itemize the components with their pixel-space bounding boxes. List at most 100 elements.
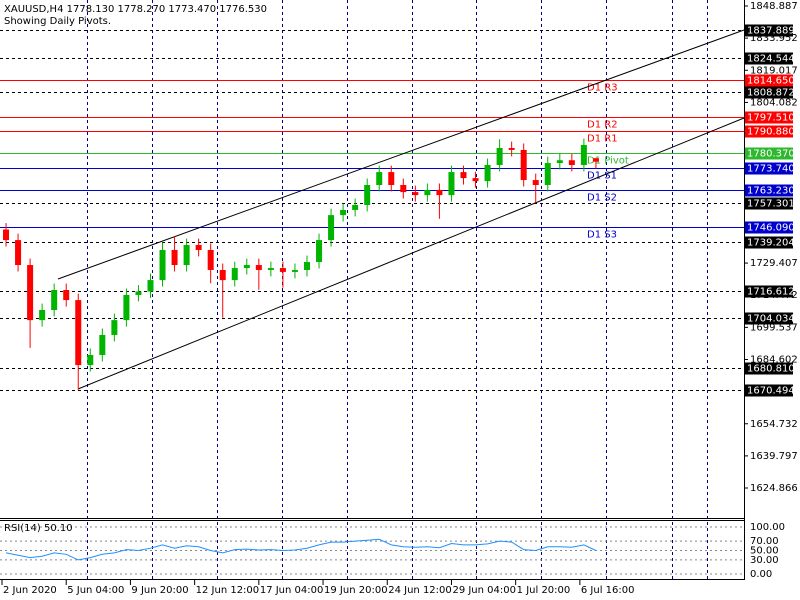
- level-label-box: [745, 86, 793, 99]
- candle-body: [448, 172, 455, 196]
- candle-body: [400, 184, 407, 193]
- candle-body: [592, 158, 599, 162]
- candle-body: [171, 249, 178, 266]
- y-tick-label: 1639.797: [750, 451, 798, 462]
- candle-body: [340, 209, 347, 216]
- pivot-name: D1 S2: [587, 193, 617, 204]
- pivot-label: 1797.510: [747, 113, 795, 124]
- candle-body: [51, 289, 58, 311]
- pivot-label-box: [745, 221, 793, 234]
- candle-body: [15, 240, 22, 266]
- candle-body: [508, 147, 515, 150]
- pivot-label-box: [745, 125, 793, 138]
- level-label: 1670.494: [747, 386, 795, 397]
- candle-body: [3, 229, 10, 241]
- pivot-name: D1 Pivot: [587, 156, 629, 167]
- level-label-box: [745, 236, 793, 249]
- rsi-tick-label: 50.00: [750, 546, 779, 557]
- y-tick-label: 1833.952: [750, 33, 798, 44]
- level-label: 1704.034: [747, 314, 795, 325]
- candle-body: [568, 160, 575, 165]
- level-label: 1739.204: [747, 238, 795, 249]
- level-label: 1680.810: [747, 364, 795, 375]
- candle-body: [412, 192, 419, 196]
- candle-body: [279, 268, 286, 272]
- pivot-label: 1790.880: [747, 127, 795, 138]
- x-tick-label: 9 Jun 20:00: [131, 585, 188, 596]
- candle-body: [388, 172, 395, 185]
- y-tick-label: 1804.082: [750, 97, 798, 108]
- pivot-name: D1 R1: [587, 134, 618, 145]
- rsi-tick-label: 0.00: [750, 569, 772, 580]
- candle-body: [207, 249, 214, 270]
- pivot-name: D1 S3: [587, 230, 617, 241]
- rsi-tick-label: 70.00: [750, 536, 779, 547]
- y-tick-label: 1699.537: [750, 322, 798, 333]
- y-tick-label: 1684.602: [750, 354, 798, 365]
- candle-body: [135, 291, 142, 295]
- level-label: 1716.612: [747, 287, 795, 298]
- pivot-label-box: [745, 184, 793, 197]
- level-label-box: [745, 312, 793, 325]
- x-tick-label: 12 Jun 12:00: [196, 585, 260, 596]
- candle-body: [87, 354, 94, 366]
- pivot-label-box: [745, 111, 793, 124]
- candle-body: [147, 280, 154, 292]
- candle-body: [556, 160, 563, 164]
- channel-upper: [57, 29, 745, 280]
- y-tick-label: 1848.887: [750, 1, 798, 12]
- candle-body: [460, 172, 467, 179]
- candle-body: [243, 265, 250, 269]
- candle-body: [520, 149, 527, 181]
- chart-subtitle: Showing Daily Pivots.: [4, 16, 111, 27]
- pivot-label-box: [745, 74, 793, 87]
- candle-body: [364, 184, 371, 206]
- x-tick-label: 5 Jun 04:00: [67, 585, 124, 596]
- chart-title: XAUUSD,H4 1778.130 1778.270 1773.470 177…: [4, 4, 267, 15]
- candle-body: [376, 172, 383, 185]
- x-tick-label: 29 Jun 04:00: [452, 585, 516, 596]
- x-tick-label: 24 Jun 12:00: [388, 585, 452, 596]
- level-label-box: [745, 384, 793, 397]
- x-tick-label: 2 Jun 2020: [3, 585, 57, 596]
- level-label-box: [745, 24, 793, 37]
- candle-body: [159, 249, 166, 281]
- pivot-label: 1763.230: [747, 186, 795, 197]
- candle-body: [99, 334, 106, 355]
- pivot-label: 1773.740: [747, 164, 795, 175]
- candle-body: [424, 189, 431, 196]
- candle-body: [484, 164, 491, 182]
- candle-body: [291, 269, 298, 272]
- rsi-line: [5, 538, 597, 561]
- pivot-name: D1 R3: [587, 83, 618, 94]
- candle-body: [123, 294, 130, 321]
- pivot-label: 1780.370: [747, 149, 795, 160]
- level-label: 1808.872: [747, 88, 795, 99]
- level-label: 1837.889: [747, 26, 795, 37]
- pivot-label: 1814.650: [747, 76, 795, 87]
- candle-body: [496, 147, 503, 165]
- candle-body: [27, 265, 34, 321]
- pivot-name: D1 R2: [587, 120, 618, 131]
- candle-body: [472, 178, 479, 182]
- candle-body: [544, 163, 551, 185]
- level-label-box: [745, 197, 793, 210]
- rsi-label: RSI(14) 50.10: [4, 523, 73, 534]
- y-tick-label: 1624.866: [750, 483, 798, 494]
- level-label-box: [745, 362, 793, 375]
- candle-body: [39, 310, 46, 321]
- rsi-tick-label: 30.00: [750, 555, 779, 566]
- y-tick-label: 1729.407: [750, 258, 798, 269]
- candle-body: [532, 180, 539, 185]
- candles: [3, 138, 599, 390]
- pivot-label-box: [745, 147, 793, 160]
- candle-body: [255, 265, 262, 270]
- candle-body: [231, 268, 238, 281]
- candle-body: [316, 240, 323, 263]
- candle-body: [303, 262, 310, 270]
- rsi-tick-label: 100.00: [750, 522, 785, 533]
- candle-body: [328, 215, 335, 241]
- candle-body: [183, 245, 190, 266]
